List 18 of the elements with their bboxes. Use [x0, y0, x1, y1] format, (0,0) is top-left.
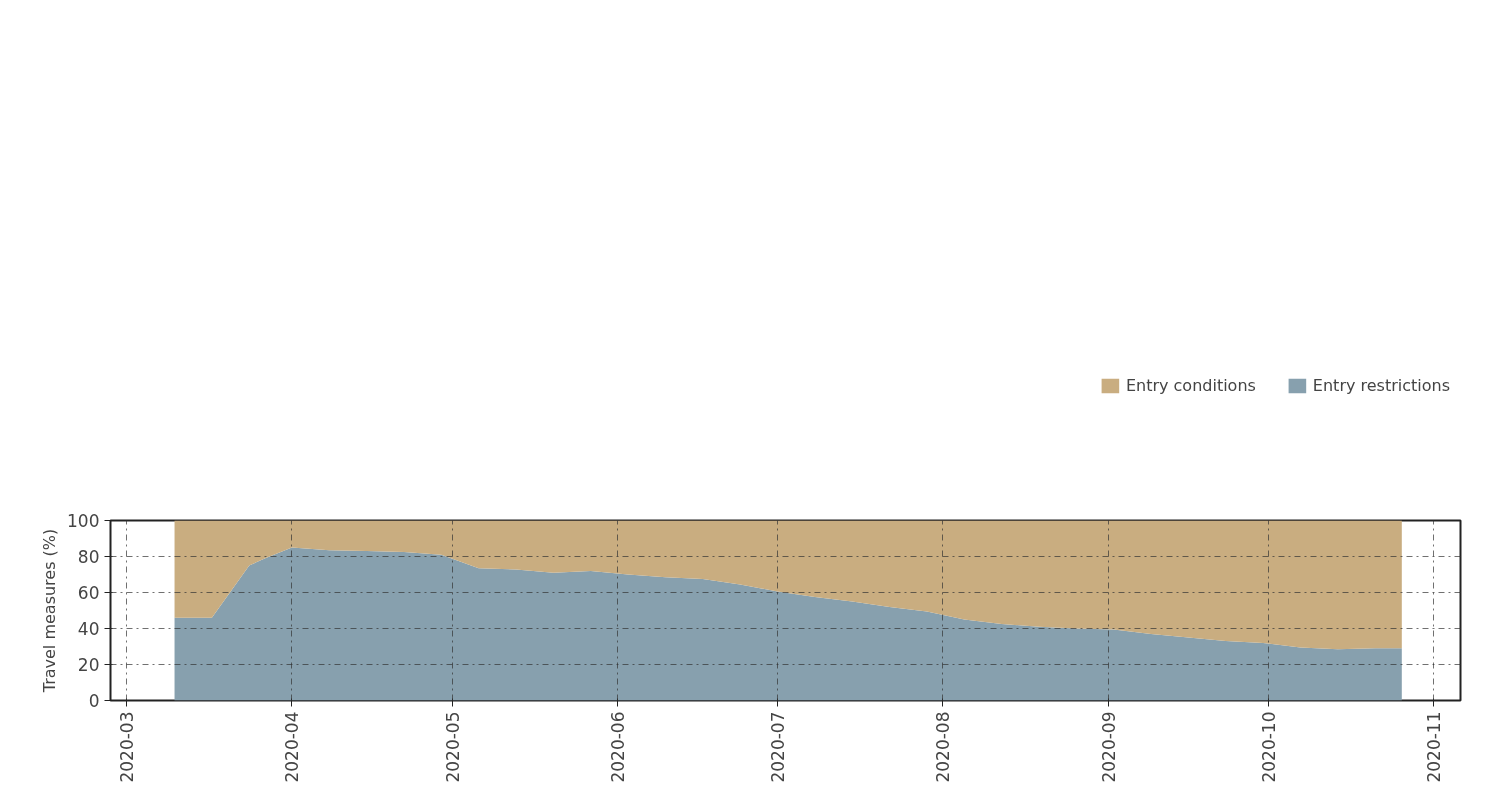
- y-tick-label: 0: [88, 691, 100, 711]
- y-tick-label: 100: [67, 511, 100, 531]
- y-tick-label: 20: [77, 655, 100, 675]
- y-tick-label: 40: [77, 619, 100, 639]
- y-axis-title: Travel measures (%): [40, 528, 60, 694]
- legend-label: Entry restrictions: [1312, 375, 1450, 395]
- x-tick-label: 2020-08: [933, 711, 954, 783]
- x-tick-label: 2020-06: [607, 711, 628, 783]
- x-tick-label: 2020-03: [117, 711, 138, 783]
- x-tick-label: 2020-07: [768, 711, 788, 783]
- x-tick-label: 2020-11: [1424, 711, 1445, 783]
- x-tick-label: 2020-05: [442, 711, 463, 783]
- x-tick-label: 2020-09: [1098, 711, 1119, 783]
- y-tick-label: 80: [77, 547, 100, 567]
- x-tick-label: 2020-10: [1258, 711, 1279, 783]
- x-tick-label: 2020-04: [282, 711, 303, 783]
- legend-label: Entry conditions: [1125, 375, 1256, 395]
- y-tick-label: 60: [77, 583, 100, 603]
